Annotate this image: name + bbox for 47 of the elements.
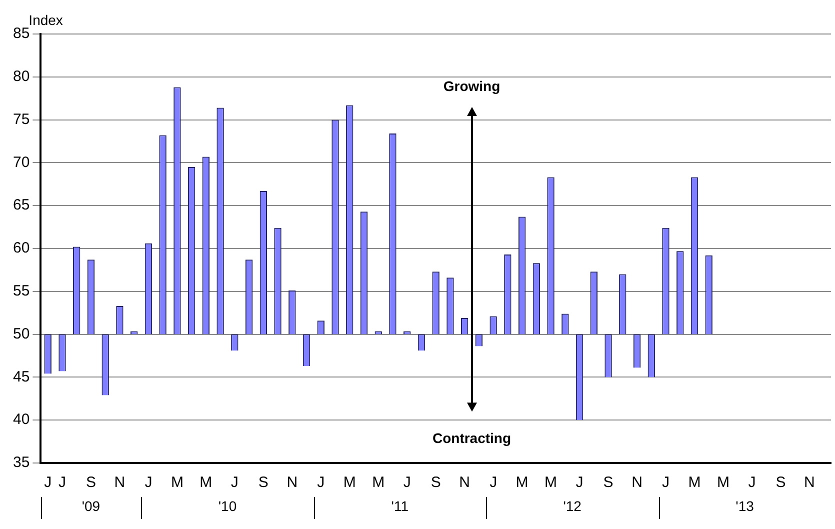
y-tick-label: 45 <box>12 368 30 386</box>
x-tick-label: S <box>258 474 268 492</box>
x-tick-label: N <box>286 474 298 492</box>
x-tick-label: J <box>576 474 584 492</box>
x-tick-label: J <box>144 474 152 492</box>
x-tick-label: N <box>632 474 642 492</box>
text: '12 <box>563 498 582 514</box>
x-tick-label: M <box>716 474 730 492</box>
x-tick-label: S <box>86 474 96 492</box>
x-tick-label: N <box>114 474 126 492</box>
x-tick-label: S <box>776 474 786 492</box>
y-tick-label: 35 <box>12 454 30 472</box>
annotation: Contracting <box>432 430 512 446</box>
y-axis-title: Index <box>28 12 63 28</box>
text: '11 <box>391 498 409 514</box>
x-tick-label: N <box>804 474 815 492</box>
x-tick-label: N <box>459 474 470 492</box>
x-tick-label: M <box>516 474 528 492</box>
text: '09 <box>82 498 100 514</box>
y-tick-label: 55 <box>12 282 30 300</box>
x-tick-label: J <box>403 474 411 492</box>
text: '13 <box>736 498 754 514</box>
x-tick-label: J <box>490 474 498 492</box>
y-tick-label: 85 <box>12 25 30 42</box>
x-tick-label: J <box>317 474 325 492</box>
x-tick-label: J <box>230 474 238 492</box>
x-tick-label: M <box>544 474 558 492</box>
x-tick-label: J <box>748 474 756 492</box>
y-tick-label: 40 <box>12 411 30 428</box>
x-tick-label: J <box>662 474 670 492</box>
x-tick-label: M <box>688 474 701 492</box>
x-tick-label: M <box>343 474 356 492</box>
x-tick-label: J <box>44 474 52 492</box>
x-tick-label: J <box>58 474 66 492</box>
x-tick-label: M <box>372 474 385 492</box>
y-tick-label: 50 <box>12 325 30 342</box>
y-tick-label: 80 <box>12 68 30 86</box>
x-tick-label: M <box>170 474 184 492</box>
x-tick-label: S <box>430 474 441 492</box>
text: '10 <box>218 498 237 514</box>
y-tick-label: 65 <box>12 196 30 214</box>
y-tick-label: 70 <box>12 154 30 171</box>
x-tick-label: S <box>603 474 614 492</box>
y-tick-label: 75 <box>12 110 30 128</box>
x-tick-label: M <box>200 474 212 492</box>
y-tick-label: 60 <box>12 240 30 257</box>
annotation: Growing <box>443 78 500 94</box>
